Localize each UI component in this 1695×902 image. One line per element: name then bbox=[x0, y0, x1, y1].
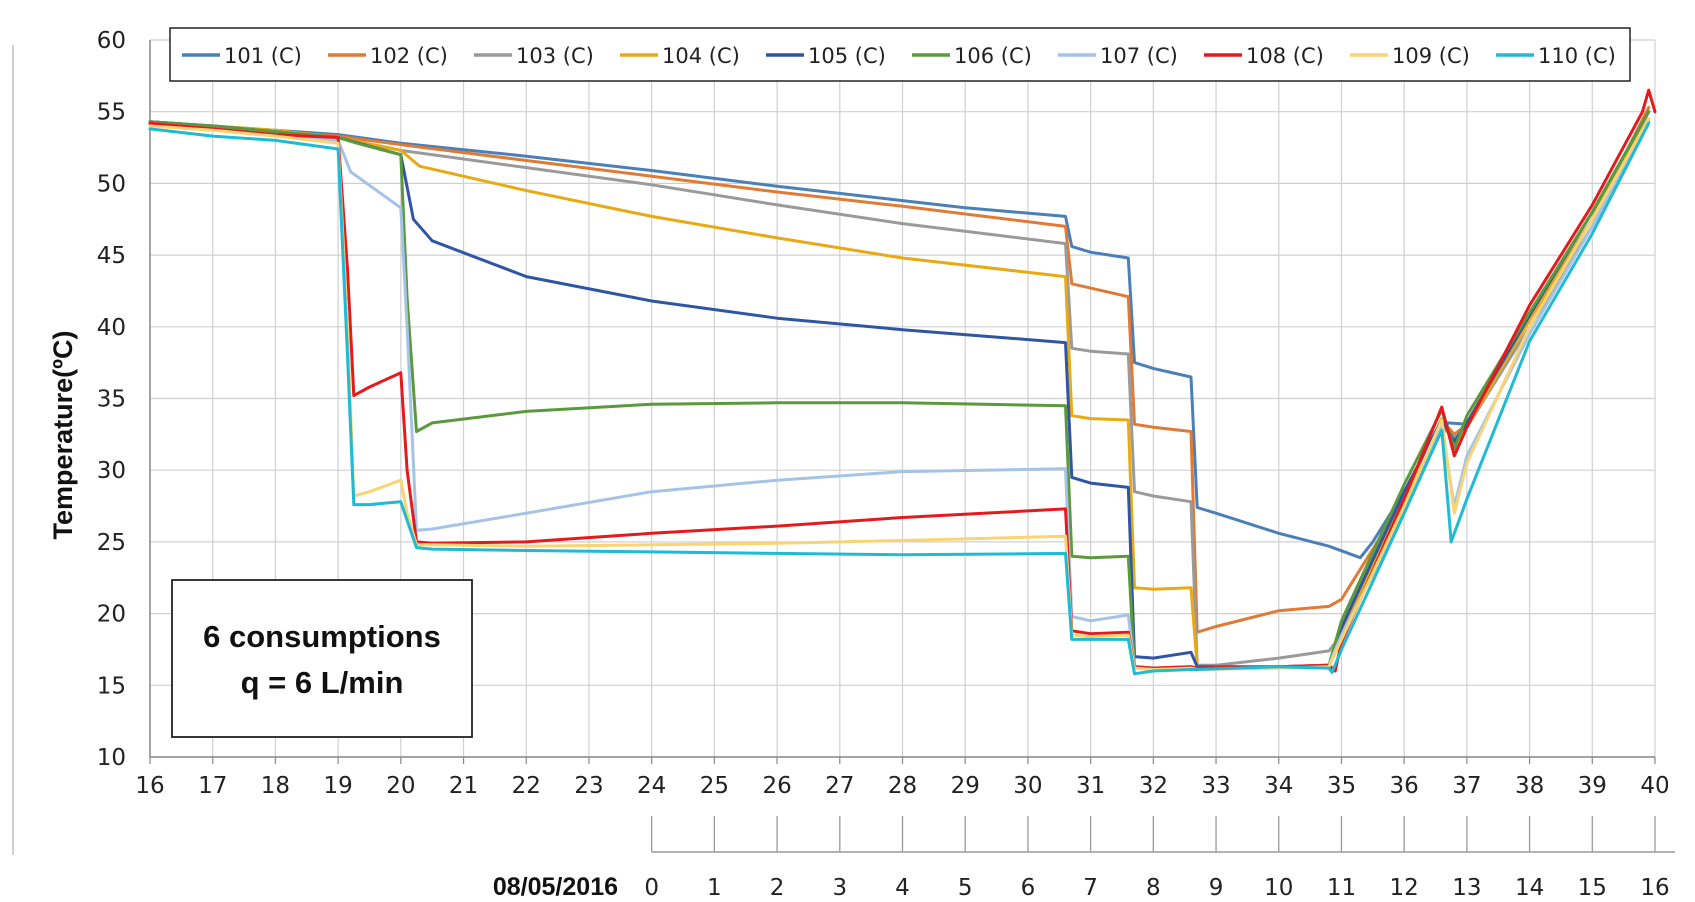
secondary-tick-label: 13 bbox=[1452, 875, 1481, 901]
annotation-box: 6 consumptions q = 6 L/min bbox=[171, 579, 473, 738]
x-tick-label: 23 bbox=[574, 773, 603, 799]
x-tick-label: 19 bbox=[323, 773, 352, 799]
y-tick-label: 45 bbox=[97, 243, 126, 269]
x-tick-label: 20 bbox=[386, 773, 415, 799]
annotation-line-2: q = 6 L/min bbox=[241, 665, 404, 700]
x-tick-label: 38 bbox=[1515, 773, 1544, 799]
secondary-tick-label: 0 bbox=[644, 875, 659, 901]
secondary-tick-label: 14 bbox=[1515, 875, 1544, 901]
secondary-tick-label: 10 bbox=[1264, 875, 1293, 901]
x-tick-label: 32 bbox=[1139, 773, 1168, 799]
x-tick-label: 17 bbox=[198, 773, 227, 799]
legend-entry-label: 110 (C) bbox=[1538, 44, 1616, 68]
secondary-tick-label: 8 bbox=[1146, 875, 1161, 901]
y-tick-label: 35 bbox=[97, 387, 126, 413]
y-tick-label: 25 bbox=[97, 530, 126, 556]
y-axis-label: Temperature(ºC) bbox=[48, 331, 78, 540]
x-tick-label: 21 bbox=[449, 773, 478, 799]
x-tick-label: 18 bbox=[261, 773, 290, 799]
y-axis: 10 15 20 25 30 35 40 45 50 55 60 bbox=[97, 28, 151, 771]
x-tick-label: 31 bbox=[1076, 773, 1105, 799]
x-tick-label: 28 bbox=[888, 773, 917, 799]
secondary-x-axis: 0 1 2 3 4 5 6 7 8 9 10 11 12 13 14 15 16 bbox=[644, 816, 1675, 901]
legend-entry-label: 105 (C) bbox=[808, 44, 886, 68]
legend-entry-label: 106 (C) bbox=[954, 44, 1032, 68]
secondary-tick-label: 6 bbox=[1021, 875, 1036, 901]
legend-entry-label: 101 (C) bbox=[224, 44, 302, 68]
y-tick-label: 30 bbox=[97, 458, 126, 484]
secondary-tick-label: 11 bbox=[1327, 875, 1356, 901]
legend-entry-label: 102 (C) bbox=[370, 44, 448, 68]
x-tick-label: 34 bbox=[1264, 773, 1293, 799]
secondary-tick-label: 1 bbox=[707, 875, 722, 901]
legend-entry-label: 107 (C) bbox=[1100, 44, 1178, 68]
secondary-tick-label: 2 bbox=[770, 875, 785, 901]
legend: 101 (C) 102 (C) 103 (C) 104 (C) 105 (C) 106 (… bbox=[169, 27, 1631, 82]
secondary-tick-label: 12 bbox=[1390, 875, 1419, 901]
x-tick-label: 33 bbox=[1201, 773, 1230, 799]
y-tick-label: 60 bbox=[97, 28, 126, 54]
legend-entry-label: 103 (C) bbox=[516, 44, 594, 68]
x-tick-label: 24 bbox=[637, 773, 666, 799]
x-tick-label: 16 bbox=[135, 773, 164, 799]
secondary-tick-label: 4 bbox=[895, 875, 910, 901]
x-tick-label: 26 bbox=[762, 773, 791, 799]
x-tick-label: 29 bbox=[951, 773, 980, 799]
x-tick-label: 39 bbox=[1578, 773, 1607, 799]
x-tick-label: 36 bbox=[1390, 773, 1419, 799]
annotation-line-1: 6 consumptions bbox=[203, 619, 441, 654]
x-axis: 16 17 18 19 20 21 22 23 24 25 26 27 28 29 30 31 32 33 34 35… bbox=[135, 756, 1670, 799]
legend-entry-label: 108 (C) bbox=[1246, 44, 1324, 68]
x-tick-label: 22 bbox=[512, 773, 541, 799]
y-tick-label: 40 bbox=[97, 315, 126, 341]
y-tick-label: 15 bbox=[97, 673, 126, 699]
x-tick-label: 27 bbox=[825, 773, 854, 799]
secondary-tick-label: 15 bbox=[1578, 875, 1607, 901]
x-tick-label: 37 bbox=[1452, 773, 1481, 799]
series-line-8 bbox=[148, 88, 1657, 673]
x-tick-label: 35 bbox=[1327, 773, 1356, 799]
annotation-frame bbox=[171, 579, 473, 738]
secondary-tick-label: 5 bbox=[958, 875, 973, 901]
secondary-tick-label: 16 bbox=[1640, 875, 1669, 901]
y-tick-label: 10 bbox=[97, 745, 126, 771]
y-tick-label: 20 bbox=[97, 602, 126, 628]
series-line-10 bbox=[148, 121, 1651, 676]
legend-entry-label: 104 (C) bbox=[662, 44, 740, 68]
y-tick-label: 55 bbox=[97, 100, 126, 126]
secondary-tick-label: 3 bbox=[832, 875, 847, 901]
secondary-tick-label: 9 bbox=[1209, 875, 1224, 901]
series-lines bbox=[148, 88, 1657, 676]
x-tick-label: 30 bbox=[1013, 773, 1042, 799]
series-line-1 bbox=[148, 117, 1651, 560]
legend-entry-label: 109 (C) bbox=[1392, 44, 1470, 68]
secondary-tick-label: 7 bbox=[1083, 875, 1098, 901]
x-tick-label: 40 bbox=[1640, 773, 1669, 799]
y-tick-label: 50 bbox=[97, 171, 126, 197]
date-label: 08/05/2016 bbox=[493, 873, 618, 901]
x-tick-label: 25 bbox=[700, 773, 729, 799]
